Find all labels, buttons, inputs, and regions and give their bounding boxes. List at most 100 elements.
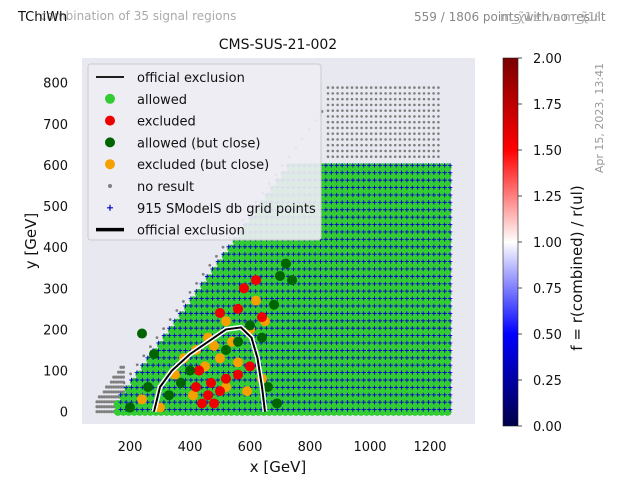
- no-result-point: [384, 149, 387, 153]
- no-result-point: [355, 109, 359, 112]
- db-grid-point: [361, 163, 366, 168]
- no-result-point: [398, 109, 402, 112]
- db-grid-point: [226, 281, 231, 286]
- db-grid-point: [264, 244, 269, 249]
- db-grid-point: [399, 237, 404, 242]
- no-result-point: [379, 109, 383, 112]
- db-grid-point: [383, 362, 388, 368]
- db-grid-point: [377, 237, 383, 242]
- db-grid-point: [269, 244, 275, 249]
- db-grid-point: [285, 385, 291, 390]
- db-grid-point: [410, 355, 415, 360]
- db-grid-point: [215, 407, 221, 412]
- no-result-point: [355, 103, 359, 107]
- x-tick-label: 1200: [413, 440, 446, 455]
- db-grid-point: [194, 318, 199, 323]
- db-grid-point: [210, 370, 215, 375]
- db-grid-point: [393, 214, 399, 220]
- no-result-point: [112, 385, 116, 389]
- legend-box: [87, 63, 322, 241]
- db-grid-point: [199, 355, 204, 360]
- db-grid-point: [329, 385, 334, 390]
- db-grid-point: [399, 200, 404, 205]
- db-grid-point: [377, 170, 383, 175]
- db-grid-point: [420, 377, 426, 383]
- db-grid-point: [307, 400, 312, 405]
- no-result-point: [417, 132, 421, 135]
- no-result-point: [112, 390, 116, 394]
- db-grid-point: [307, 251, 312, 257]
- db-grid-point: [372, 340, 377, 346]
- db-grid-point: [431, 407, 437, 412]
- db-grid-point: [437, 163, 442, 168]
- db-grid-point: [145, 355, 150, 360]
- db-grid-point: [345, 355, 350, 360]
- db-grid-point: [285, 400, 291, 405]
- db-grid-point: [253, 385, 258, 390]
- db-grid-point: [442, 385, 447, 390]
- db-grid-point: [377, 385, 383, 390]
- db-grid-point: [248, 266, 253, 272]
- db-grid-point: [383, 207, 388, 212]
- db-grid-point: [366, 400, 372, 405]
- no-result-point: [97, 410, 101, 414]
- db-grid-point: [329, 370, 334, 375]
- no-result-point: [413, 138, 416, 141]
- no-result-point: [117, 385, 121, 389]
- db-grid-point: [296, 303, 302, 309]
- no-result-point: [119, 385, 123, 389]
- db-grid-point: [302, 407, 307, 412]
- no-result-point: [336, 120, 339, 124]
- x-tick-label: 400: [178, 440, 203, 455]
- db-grid-point: [312, 325, 318, 331]
- db-grid-point: [361, 251, 366, 257]
- no-result-point: [95, 400, 99, 404]
- legend-swatch-circle: [105, 115, 115, 126]
- db-grid-point: [345, 318, 350, 323]
- db-grid-point: [426, 311, 431, 316]
- db-grid-point: [312, 407, 318, 412]
- no-result-point: [331, 86, 335, 89]
- db-grid-point: [437, 214, 442, 220]
- no-result-point: [135, 363, 139, 367]
- no-result-point: [350, 126, 354, 130]
- no-result-point: [408, 109, 411, 112]
- no-result-point: [102, 410, 106, 414]
- db-grid-point: [177, 325, 183, 331]
- db-grid-point: [296, 296, 302, 301]
- db-grid-point: [210, 355, 215, 360]
- db-grid-point: [442, 318, 447, 323]
- db-grid-point: [404, 348, 410, 353]
- db-grid-point: [226, 311, 231, 316]
- excluded-close-point: [221, 316, 231, 327]
- db-grid-point: [329, 392, 334, 398]
- db-grid-point: [377, 192, 383, 198]
- db-grid-point: [150, 370, 156, 375]
- db-grid-point: [410, 222, 415, 227]
- no-result-point: [422, 143, 426, 147]
- db-grid-point: [372, 296, 377, 301]
- db-grid-point: [280, 340, 285, 346]
- db-grid-point: [431, 185, 437, 190]
- no-result-point: [355, 86, 359, 89]
- db-grid-point: [426, 392, 431, 398]
- db-grid-point: [399, 303, 404, 309]
- db-grid-point: [221, 259, 226, 264]
- db-grid-point: [285, 377, 291, 383]
- db-grid-point: [356, 214, 361, 220]
- no-result-point: [326, 126, 330, 130]
- db-grid-point: [372, 400, 377, 405]
- db-grid-point: [231, 385, 237, 390]
- db-grid-point: [323, 355, 329, 360]
- no-result-point: [341, 149, 344, 153]
- db-grid-point: [372, 348, 377, 353]
- db-grid-point: [307, 244, 312, 249]
- db-grid-point: [339, 244, 345, 249]
- db-grid-point: [296, 266, 302, 272]
- no-result-point: [403, 115, 407, 118]
- db-grid-point: [420, 177, 426, 183]
- no-result-point: [341, 109, 344, 112]
- db-grid-point: [226, 400, 231, 405]
- db-grid-point: [334, 266, 339, 272]
- db-grid-point: [420, 362, 426, 368]
